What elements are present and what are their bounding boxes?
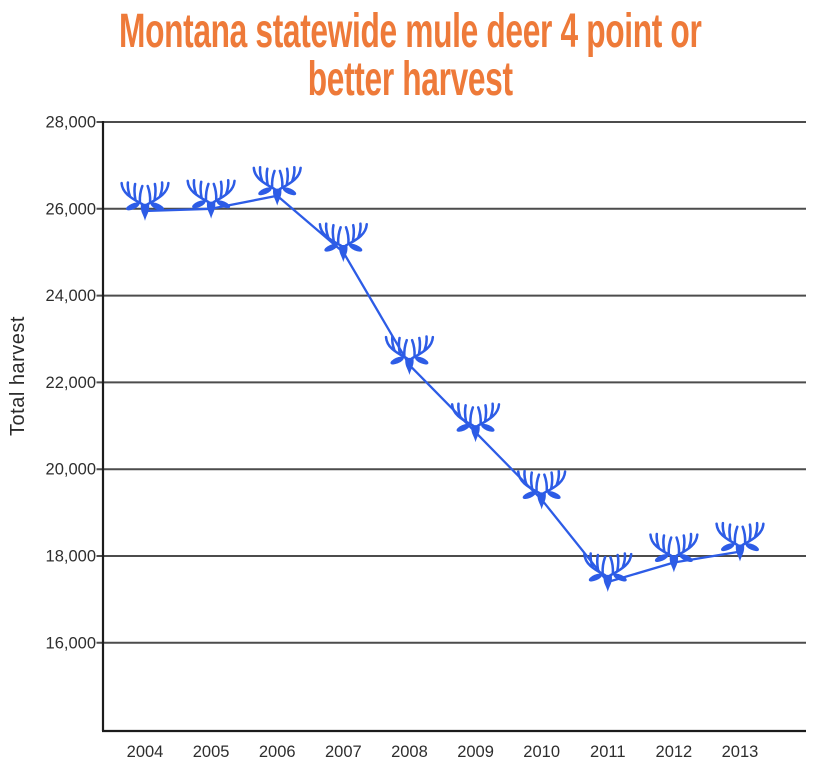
x-tick-label: 2011 — [590, 743, 625, 761]
y-tick-label: 18,000 — [46, 548, 96, 566]
y-tick-label: 16,000 — [46, 634, 96, 652]
x-tick-label: 2004 — [127, 743, 164, 761]
x-tick-label: 2013 — [722, 743, 759, 761]
x-tick-label: 2008 — [391, 743, 428, 761]
x-tick-label: 2009 — [457, 743, 494, 761]
deer-head-icon — [450, 402, 501, 444]
y-tick-label: 20,000 — [46, 461, 96, 479]
deer-head-icon — [120, 181, 170, 223]
x-tick-label: 2005 — [193, 743, 230, 761]
x-tick-label: 2007 — [325, 743, 362, 761]
chart-title-text-2: better harvest — [307, 53, 513, 106]
deer-head-icon — [517, 469, 567, 511]
chart-title-line-2: better harvest — [0, 56, 820, 104]
chart-title-line-1: Montana statewide mule deer 4 point or — [0, 8, 820, 56]
y-tick-label: 22,000 — [46, 374, 96, 392]
deer-head-icon — [384, 335, 435, 377]
deer-head-icon — [186, 179, 236, 220]
deer-head-icon — [583, 552, 633, 594]
deer-head-icon — [318, 222, 368, 264]
x-tick-label: 2006 — [259, 743, 296, 761]
y-tick-label: 26,000 — [46, 200, 96, 218]
y-tick-label: 24,000 — [46, 287, 96, 305]
x-tick-label: 2010 — [523, 743, 560, 761]
y-tick-label: 28,000 — [46, 114, 96, 132]
data-line — [144, 194, 741, 584]
chart-title-text-1: Montana statewide mule deer 4 point or — [118, 5, 702, 58]
x-tick-label: 2012 — [656, 743, 693, 761]
